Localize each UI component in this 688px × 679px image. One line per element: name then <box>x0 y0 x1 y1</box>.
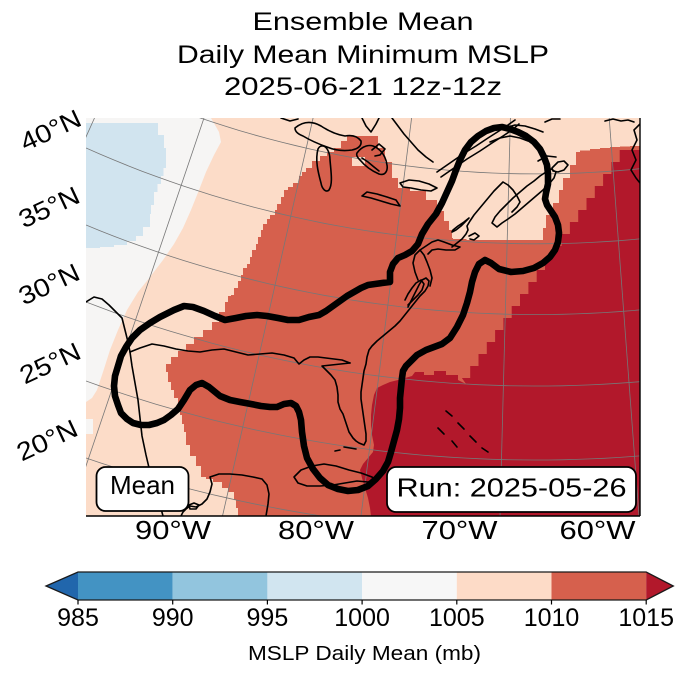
svg-text:60°W: 60°W <box>560 517 636 545</box>
svg-text:1010: 1010 <box>524 604 580 632</box>
svg-text:MSLP Daily Mean (mb): MSLP Daily Mean (mb) <box>248 643 481 665</box>
svg-text:80°W: 80°W <box>278 517 354 545</box>
svg-text:985: 985 <box>57 604 99 632</box>
svg-text:2025-06-21 12z-12z: 2025-06-21 12z-12z <box>224 73 502 101</box>
svg-text:70°W: 70°W <box>422 517 498 545</box>
svg-text:Mean: Mean <box>110 470 175 500</box>
svg-text:990: 990 <box>152 604 194 632</box>
svg-text:Daily Mean Minimum MSLP: Daily Mean Minimum MSLP <box>177 41 549 69</box>
svg-text:1000: 1000 <box>334 604 390 632</box>
svg-text:995: 995 <box>247 604 289 632</box>
svg-text:Run: 2025-05-26: Run: 2025-05-26 <box>397 473 627 503</box>
svg-text:1005: 1005 <box>429 604 485 632</box>
svg-text:Ensemble Mean: Ensemble Mean <box>253 8 474 36</box>
svg-text:90°W: 90°W <box>135 517 211 545</box>
svg-text:1015: 1015 <box>618 604 674 632</box>
